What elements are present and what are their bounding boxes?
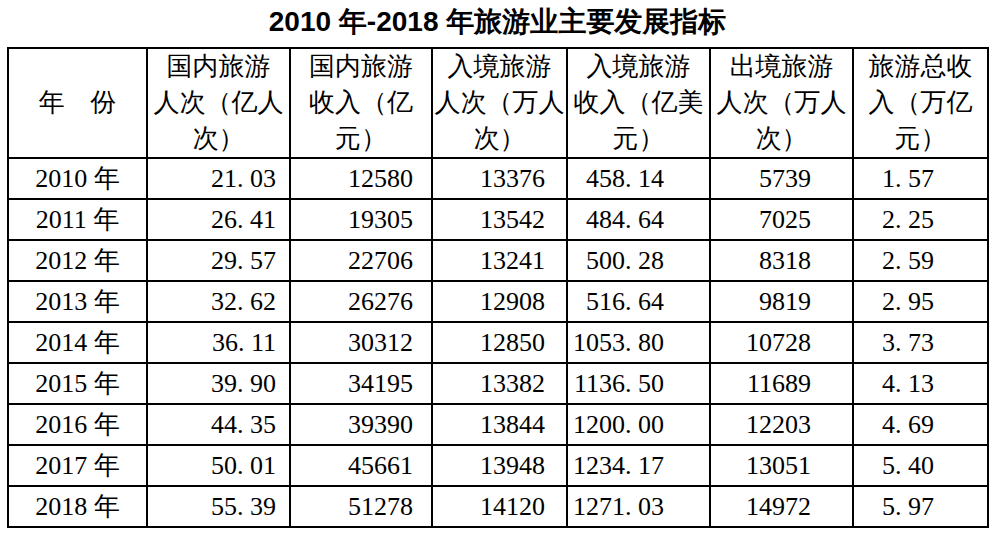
year-cell: 2013 年	[8, 281, 147, 322]
value-cell: 4. 13	[853, 363, 988, 404]
table-row: 2010 年21. 031258013376458. 1457391. 57	[8, 158, 988, 199]
value-cell: 39390	[290, 404, 432, 445]
value-cell: 1234. 17	[567, 445, 710, 486]
value-cell: 9819	[710, 281, 853, 322]
table-body: 2010 年21. 031258013376458. 1457391. 5720…	[8, 158, 988, 527]
value-cell: 21. 03	[147, 158, 290, 199]
year-cell: 2014 年	[8, 322, 147, 363]
value-cell: 1053. 80	[567, 322, 710, 363]
table-row: 2014 年36. 1130312128501053. 80107283. 73	[8, 322, 988, 363]
value-cell: 10728	[710, 322, 853, 363]
value-cell: 19305	[290, 199, 432, 240]
header-row: 年 份国内旅游 人次（亿人 次）国内旅游 收入（亿 元）入境旅游 人次（万人 次…	[8, 48, 988, 158]
value-cell: 500. 28	[567, 240, 710, 281]
value-cell: 12203	[710, 404, 853, 445]
value-cell: 458. 14	[567, 158, 710, 199]
value-cell: 1271. 03	[567, 486, 710, 527]
value-cell: 2. 25	[853, 199, 988, 240]
year-cell: 2011 年	[8, 199, 147, 240]
value-cell: 5. 97	[853, 486, 988, 527]
value-cell: 30312	[290, 322, 432, 363]
value-cell: 13051	[710, 445, 853, 486]
value-cell: 13948	[432, 445, 567, 486]
tourism-indicators-table: 年 份国内旅游 人次（亿人 次）国内旅游 收入（亿 元）入境旅游 人次（万人 次…	[7, 47, 989, 528]
year-cell: 2012 年	[8, 240, 147, 281]
value-cell: 26. 41	[147, 199, 290, 240]
value-cell: 34195	[290, 363, 432, 404]
value-cell: 36. 11	[147, 322, 290, 363]
value-cell: 22706	[290, 240, 432, 281]
year-cell: 2018 年	[8, 486, 147, 527]
year-cell: 2010 年	[8, 158, 147, 199]
table-row: 2011 年26. 411930513542484. 6470252. 25	[8, 199, 988, 240]
value-cell: 29. 57	[147, 240, 290, 281]
year-cell: 2016 年	[8, 404, 147, 445]
value-cell: 14972	[710, 486, 853, 527]
value-cell: 13241	[432, 240, 567, 281]
value-cell: 1200. 00	[567, 404, 710, 445]
value-cell: 7025	[710, 199, 853, 240]
value-cell: 13542	[432, 199, 567, 240]
table-row: 2017 年50. 0145661139481234. 17130515. 40	[8, 445, 988, 486]
value-cell: 26276	[290, 281, 432, 322]
value-cell: 2. 59	[853, 240, 988, 281]
year-cell: 2017 年	[8, 445, 147, 486]
value-cell: 12908	[432, 281, 567, 322]
value-cell: 39. 90	[147, 363, 290, 404]
table-row: 2018 年55. 3951278141201271. 03149725. 97	[8, 486, 988, 527]
column-header: 旅游总收 入（万亿 元）	[853, 48, 988, 158]
column-header: 国内旅游 收入（亿 元）	[290, 48, 432, 158]
column-header: 出境旅游 人次（万人 次）	[710, 48, 853, 158]
value-cell: 2. 95	[853, 281, 988, 322]
page-title: 2010 年-2018 年旅游业主要发展指标	[0, 0, 995, 39]
column-header: 年 份	[8, 48, 147, 158]
value-cell: 13376	[432, 158, 567, 199]
value-cell: 5739	[710, 158, 853, 199]
page: 2010 年-2018 年旅游业主要发展指标 年 份国内旅游 人次（亿人 次）国…	[0, 0, 995, 534]
value-cell: 1. 57	[853, 158, 988, 199]
value-cell: 11689	[710, 363, 853, 404]
value-cell: 12850	[432, 322, 567, 363]
value-cell: 32. 62	[147, 281, 290, 322]
value-cell: 4. 69	[853, 404, 988, 445]
value-cell: 5. 40	[853, 445, 988, 486]
value-cell: 51278	[290, 486, 432, 527]
column-header: 入境旅游 人次（万人 次）	[432, 48, 567, 158]
value-cell: 516. 64	[567, 281, 710, 322]
table-row: 2012 年29. 572270613241500. 2883182. 59	[8, 240, 988, 281]
value-cell: 484. 64	[567, 199, 710, 240]
value-cell: 8318	[710, 240, 853, 281]
value-cell: 13382	[432, 363, 567, 404]
value-cell: 3. 73	[853, 322, 988, 363]
table-header: 年 份国内旅游 人次（亿人 次）国内旅游 收入（亿 元）入境旅游 人次（万人 次…	[8, 48, 988, 158]
year-cell: 2015 年	[8, 363, 147, 404]
value-cell: 44. 35	[147, 404, 290, 445]
value-cell: 12580	[290, 158, 432, 199]
table-row: 2016 年44. 3539390138441200. 00122034. 69	[8, 404, 988, 445]
table-row: 2015 年39. 9034195133821136. 50116894. 13	[8, 363, 988, 404]
table-row: 2013 年32. 622627612908516. 6498192. 95	[8, 281, 988, 322]
column-header: 入境旅游 收入（亿美 元）	[567, 48, 710, 158]
value-cell: 55. 39	[147, 486, 290, 527]
value-cell: 50. 01	[147, 445, 290, 486]
value-cell: 13844	[432, 404, 567, 445]
value-cell: 14120	[432, 486, 567, 527]
column-header: 国内旅游 人次（亿人 次）	[147, 48, 290, 158]
value-cell: 45661	[290, 445, 432, 486]
value-cell: 1136. 50	[567, 363, 710, 404]
